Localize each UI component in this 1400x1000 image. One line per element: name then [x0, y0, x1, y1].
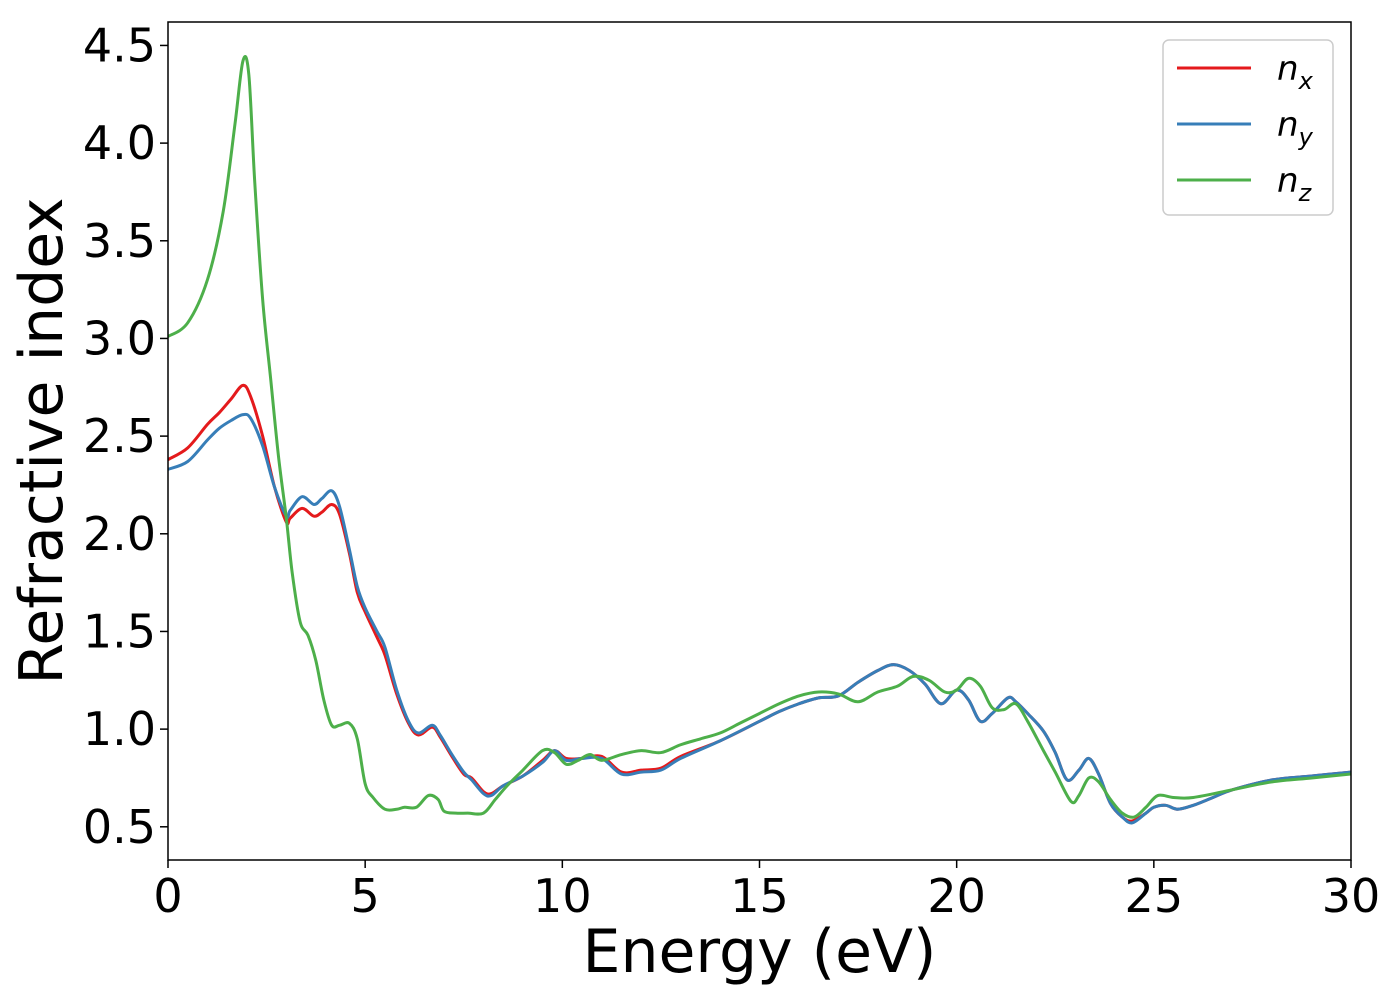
- series-line-n-y: [168, 412, 1351, 825]
- y-tick-label: 2.0: [83, 507, 156, 561]
- y-tick-label: 4.5: [83, 18, 156, 72]
- y-axis-label: Refractive index: [7, 197, 77, 684]
- x-tick-label: 20: [927, 869, 986, 923]
- x-tick-label: 0: [153, 869, 182, 923]
- y-tick-label: 3.0: [83, 311, 156, 365]
- y-tick-label: 2.5: [83, 409, 156, 463]
- legend-label-subscript: z: [1298, 179, 1313, 207]
- x-axis-ticks: 0 5 10 15 20 25 30: [153, 860, 1380, 923]
- y-tick-label: 3.5: [83, 214, 156, 268]
- x-tick-label: 5: [351, 869, 380, 923]
- y-tick-label: 4.0: [83, 116, 156, 170]
- legend-box: [1162, 39, 1334, 216]
- x-tick-label: 25: [1125, 869, 1184, 923]
- legend-label-subscript: y: [1298, 123, 1314, 151]
- y-axis-ticks: 0.5 1.0 1.5 2.0 2.5 3.0 3.5 4.0 4.5: [83, 18, 168, 854]
- y-tick-label: 1.0: [83, 702, 156, 756]
- x-tick-label: 15: [730, 869, 789, 923]
- y-tick-label: 1.5: [83, 604, 156, 658]
- x-axis-label: Energy (eV): [583, 917, 937, 987]
- series-layer: [168, 54, 1351, 825]
- series-line-n-z: [168, 54, 1351, 819]
- legend-label-subscript: x: [1298, 67, 1314, 95]
- x-tick-label: 30: [1322, 869, 1381, 923]
- x-tick-label: 10: [533, 869, 592, 923]
- y-tick-label: 0.5: [83, 800, 156, 854]
- series-line-n-x: [168, 383, 1351, 823]
